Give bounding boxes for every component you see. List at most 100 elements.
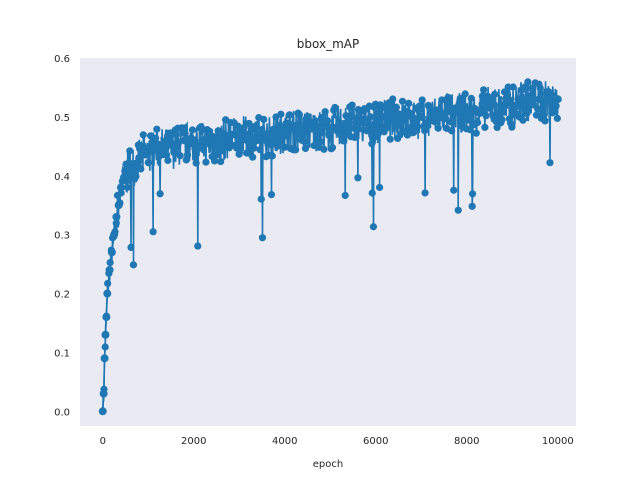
series-marker [194,242,202,250]
series-marker [301,144,310,153]
series-marker [366,113,375,121]
series-marker [434,124,442,132]
series-marker [382,124,391,132]
y-tick-label: 0.5 [54,113,70,124]
series-marker [418,96,426,104]
series-marker [260,115,268,124]
series-marker [412,125,420,133]
series-marker [425,103,434,111]
series-marker [422,124,430,132]
series-marker [176,152,184,160]
y-tick-label: 0.1 [54,348,70,359]
series-marker [398,97,407,105]
data-point [107,248,116,257]
series-marker [257,195,265,203]
series-marker [206,127,214,135]
series-marker [250,144,258,152]
series-marker [454,206,462,214]
series-marker [524,78,532,86]
series-marker [271,138,279,146]
y-axis-ticks: 0.0 0.1 0.2 0.3 0.4 0.5 0.6 [54,54,70,418]
series-marker [126,147,134,155]
x-tick-label: 0 [100,436,106,447]
series-marker [149,228,157,236]
series-marker [153,125,161,133]
series-marker [520,103,528,111]
data-point [103,289,112,298]
data-point [453,106,462,115]
series-marker [213,151,221,159]
series-marker [491,90,499,98]
series-marker [369,223,378,231]
series-marker [368,140,376,148]
series-marker [245,119,253,128]
x-tick-label: 6000 [363,436,388,447]
series-marker [267,190,276,199]
series-marker [311,117,319,125]
data-point [344,118,353,127]
series-marker [482,112,490,120]
data-point [371,118,380,127]
x-tick-label: 10000 [542,436,574,447]
series-marker [156,190,164,198]
data-point [271,130,280,139]
series-marker [553,114,561,122]
series-marker [450,186,458,194]
series-marker [132,172,140,180]
series-marker [523,109,531,118]
data-point [462,106,471,115]
series-marker [127,243,135,252]
series-marker [181,129,189,138]
data-point [121,171,130,180]
series-marker [376,183,384,192]
data-point [480,101,489,110]
series-marker [144,158,152,167]
data-point [280,124,289,133]
series-marker [448,127,456,135]
series-marker [467,94,475,102]
series-marker [164,156,172,165]
series-marker [194,141,203,150]
series-marker [348,101,356,109]
series-marker [285,111,294,119]
data-point [444,106,453,115]
series-marker [304,112,312,121]
series-marker [421,189,429,197]
x-tick-label: 4000 [272,436,297,447]
data-point [244,130,253,139]
data-point [100,354,109,363]
series-marker [163,151,171,159]
series-marker [363,127,371,135]
series-marker [312,131,321,139]
data-point [110,230,119,239]
data-point [226,130,235,139]
series-marker [466,126,474,134]
series-marker [502,95,510,103]
series-marker [183,151,192,159]
series-marker [292,146,300,154]
data-point [426,112,435,121]
data-point [298,124,307,133]
series-marker [317,113,326,122]
data-point [262,130,271,139]
series-marker [129,261,138,269]
series-marker [342,112,350,120]
series-marker [481,123,489,131]
series-marker [202,158,210,166]
series-marker [235,150,243,158]
data-point [499,101,508,110]
series-marker [299,131,307,139]
data-point [102,313,111,322]
series-marker [468,202,476,210]
chart-title: bbox_mAP [297,37,359,51]
series-marker [268,152,276,160]
series-marker [391,119,399,128]
data-point [399,112,408,121]
data-point [317,124,326,133]
data-point [526,95,535,104]
series-marker [300,137,308,146]
series-marker [240,123,248,132]
data-point [162,142,171,151]
x-axis-ticks: 0 2000 4000 6000 8000 10000 [100,436,574,447]
series-marker [139,131,147,139]
